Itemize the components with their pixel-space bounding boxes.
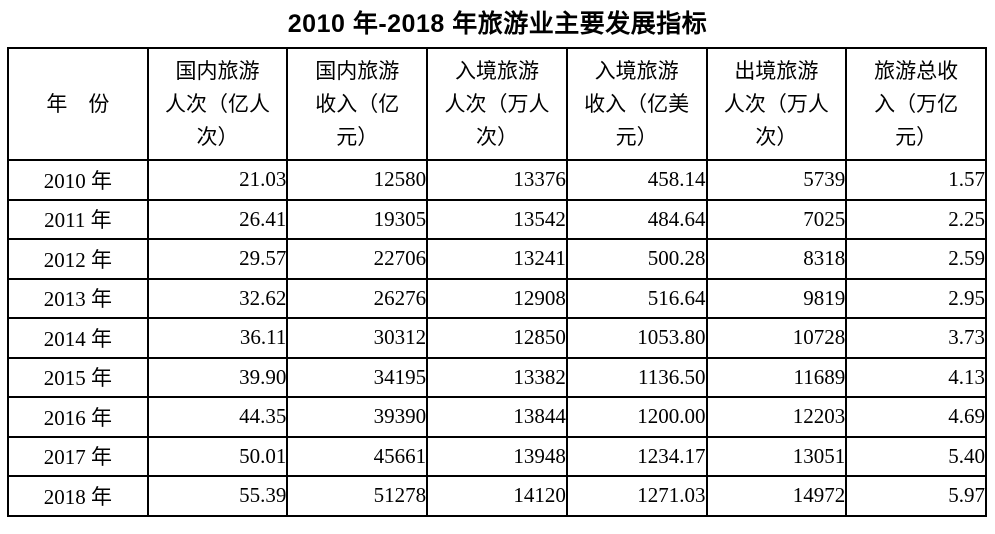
value-cell: 10728 xyxy=(705,317,848,359)
value-cell: 1200.00 xyxy=(565,396,708,438)
header-row: 年 份 国内旅游 人次（亿人 次） 国内旅游 收入（亿 元） 入境旅游 人次（万… xyxy=(7,47,987,161)
value-cell: 4.13 xyxy=(845,356,987,398)
year-cell: 2014 年 xyxy=(7,317,149,359)
value-cell: 26.41 xyxy=(146,198,289,240)
value-cell: 1271.03 xyxy=(565,475,708,517)
value-cell: 5739 xyxy=(705,159,848,201)
value-cell: 19305 xyxy=(286,198,429,240)
table-row: 2017 年 50.01 45661 13948 1234.17 13051 5… xyxy=(7,435,987,477)
column-header-outbound-trips: 出境旅游 人次（万人 次） xyxy=(705,47,848,161)
table-row: 2014 年 36.11 30312 12850 1053.80 10728 3… xyxy=(7,317,987,359)
value-cell: 5.97 xyxy=(845,475,987,517)
table-row: 2016 年 44.35 39390 13844 1200.00 12203 4… xyxy=(7,396,987,438)
year-cell: 2015 年 xyxy=(7,356,149,398)
year-cell: 2017 年 xyxy=(7,435,149,477)
value-cell: 12580 xyxy=(286,159,429,201)
value-cell: 55.39 xyxy=(146,475,289,517)
value-cell: 13844 xyxy=(426,396,568,438)
value-cell: 5.40 xyxy=(845,435,987,477)
value-cell: 13948 xyxy=(426,435,568,477)
value-cell: 13241 xyxy=(426,238,568,280)
value-cell: 9819 xyxy=(705,277,848,319)
value-cell: 44.35 xyxy=(146,396,289,438)
value-cell: 14120 xyxy=(426,475,568,517)
value-cell: 30312 xyxy=(286,317,429,359)
value-cell: 1136.50 xyxy=(565,356,708,398)
value-cell: 458.14 xyxy=(565,159,708,201)
value-cell: 39.90 xyxy=(146,356,289,398)
value-cell: 1053.80 xyxy=(565,317,708,359)
value-cell: 7025 xyxy=(705,198,848,240)
value-cell: 14972 xyxy=(705,475,848,517)
table-header: 年 份 国内旅游 人次（亿人 次） 国内旅游 收入（亿 元） 入境旅游 人次（万… xyxy=(7,47,987,161)
page-title: 2010 年-2018 年旅游业主要发展指标 xyxy=(287,10,708,38)
column-header-domestic-revenue: 国内旅游 收入（亿 元） xyxy=(286,47,429,161)
value-cell: 484.64 xyxy=(565,198,708,240)
value-cell: 36.11 xyxy=(146,317,289,359)
value-cell: 13051 xyxy=(705,435,848,477)
year-cell: 2016 年 xyxy=(7,396,149,438)
value-cell: 26276 xyxy=(286,277,429,319)
value-cell: 39390 xyxy=(286,396,429,438)
value-cell: 45661 xyxy=(286,435,429,477)
value-cell: 13382 xyxy=(426,356,568,398)
value-cell: 13376 xyxy=(426,159,568,201)
value-cell: 2.59 xyxy=(845,238,987,280)
value-cell: 51278 xyxy=(286,475,429,517)
value-cell: 21.03 xyxy=(146,159,289,201)
value-cell: 12203 xyxy=(705,396,848,438)
value-cell: 8318 xyxy=(705,238,848,280)
value-cell: 29.57 xyxy=(146,238,289,280)
value-cell: 12908 xyxy=(426,277,568,319)
table-body: 2010 年 21.03 12580 13376 458.14 5739 1.5… xyxy=(7,159,987,517)
value-cell: 32.62 xyxy=(146,277,289,319)
table-row: 2015 年 39.90 34195 13382 1136.50 11689 4… xyxy=(7,356,987,398)
value-cell: 50.01 xyxy=(146,435,289,477)
year-cell: 2012 年 xyxy=(7,238,149,280)
year-cell: 2011 年 xyxy=(7,198,149,240)
column-header-inbound-revenue: 入境旅游 收入（亿美 元） xyxy=(565,47,708,161)
value-cell: 1234.17 xyxy=(565,435,708,477)
tourism-indicators-table: 年 份 国内旅游 人次（亿人 次） 国内旅游 收入（亿 元） 入境旅游 人次（万… xyxy=(7,47,987,517)
table-row: 2010 年 21.03 12580 13376 458.14 5739 1.5… xyxy=(7,159,987,201)
value-cell: 13542 xyxy=(426,198,568,240)
value-cell: 2.25 xyxy=(845,198,987,240)
year-cell: 2018 年 xyxy=(7,475,149,517)
year-cell: 2010 年 xyxy=(7,159,149,201)
table-row: 2018 年 55.39 51278 14120 1271.03 14972 5… xyxy=(7,475,987,517)
column-header-year: 年 份 xyxy=(7,47,149,161)
value-cell: 11689 xyxy=(705,356,848,398)
year-cell: 2013 年 xyxy=(7,277,149,319)
value-cell: 4.69 xyxy=(845,396,987,438)
table-row: 2011 年 26.41 19305 13542 484.64 7025 2.2… xyxy=(7,198,987,240)
value-cell: 516.64 xyxy=(565,277,708,319)
value-cell: 1.57 xyxy=(845,159,987,201)
table-row: 2013 年 32.62 26276 12908 516.64 9819 2.9… xyxy=(7,277,987,319)
column-header-total-revenue: 旅游总收 入（万亿 元） xyxy=(845,47,987,161)
value-cell: 34195 xyxy=(286,356,429,398)
value-cell: 2.95 xyxy=(845,277,987,319)
value-cell: 12850 xyxy=(426,317,568,359)
column-header-inbound-trips: 入境旅游 人次（万人 次） xyxy=(426,47,568,161)
value-cell: 3.73 xyxy=(845,317,987,359)
table-row: 2012 年 29.57 22706 13241 500.28 8318 2.5… xyxy=(7,238,987,280)
column-header-domestic-trips: 国内旅游 人次（亿人 次） xyxy=(146,47,289,161)
value-cell: 22706 xyxy=(286,238,429,280)
value-cell: 500.28 xyxy=(565,238,708,280)
